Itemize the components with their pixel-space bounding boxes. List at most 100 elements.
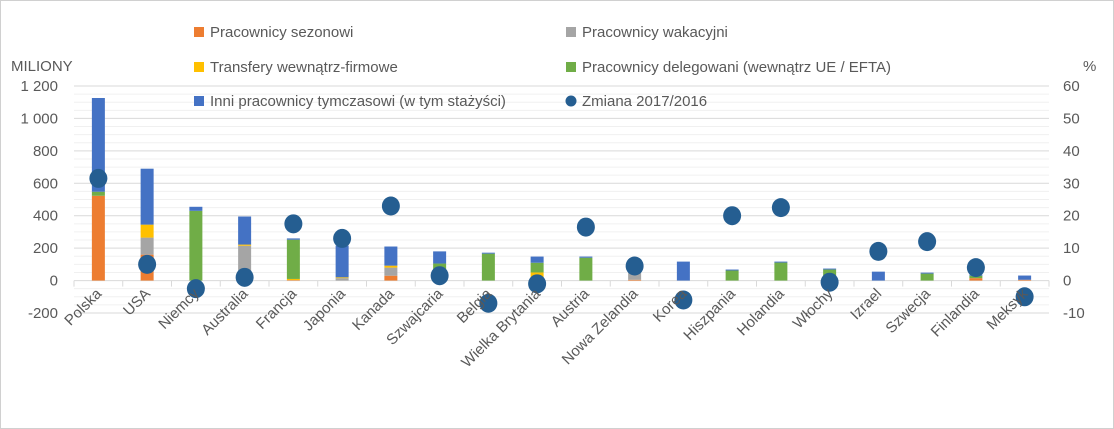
change-point	[723, 206, 742, 226]
legend-label: Pracownicy sezonowi	[210, 24, 353, 41]
bar-segment	[238, 216, 252, 245]
change-point	[674, 290, 693, 310]
bar-segment	[91, 191, 105, 196]
bar-segment	[1018, 275, 1032, 280]
bar-segment	[433, 251, 447, 264]
bar-segment	[871, 271, 885, 281]
change-point	[333, 228, 352, 248]
bar-segment	[140, 168, 154, 225]
bar-segment	[189, 210, 203, 281]
x-tick-label: Włochy	[790, 285, 837, 332]
legend-marker	[566, 27, 576, 37]
bar-segment	[189, 206, 203, 211]
change-point	[381, 196, 400, 216]
change-point	[771, 198, 790, 218]
y2-tick-label: 10	[1063, 240, 1080, 257]
legend-label: Inni pracownicy tymczasowi (w tym stażyś…	[210, 93, 506, 110]
bar-segment	[384, 265, 398, 268]
y-tick-label: 400	[33, 208, 58, 225]
x-tick-label: Szwecja	[882, 285, 934, 337]
legend-label: Pracownicy delegowani (wewnątrz UE / EFT…	[582, 59, 891, 76]
y2-tick-label: 30	[1063, 175, 1080, 192]
y-tick-label: 800	[33, 143, 58, 160]
bar-segment	[920, 273, 934, 281]
bar-segment	[384, 246, 398, 266]
bar-segment	[725, 269, 739, 271]
bar-segment	[286, 278, 300, 281]
x-tick-label: Kanada	[349, 285, 398, 334]
legend-marker	[565, 95, 577, 107]
y-tick-label: 1 200	[20, 78, 58, 95]
x-tick-label: Holandia	[734, 285, 788, 339]
bar-segment	[91, 97, 105, 192]
change-point	[235, 267, 254, 287]
x-tick-label: Polska	[61, 285, 105, 329]
y2-tick-label: 50	[1063, 110, 1080, 127]
y2-tick-label: 60	[1063, 78, 1080, 95]
bar-segment	[530, 262, 544, 273]
bar-segment	[676, 261, 690, 281]
bar-segment	[140, 237, 154, 255]
bar-segment	[238, 244, 252, 246]
bar-segment	[335, 245, 349, 278]
bar-segment	[91, 195, 105, 281]
bar-segment	[579, 257, 593, 281]
bar-segment	[725, 270, 739, 281]
y2-tick-label: 40	[1063, 143, 1080, 160]
bar-segment	[920, 272, 934, 274]
y2-axis-label: %	[1083, 58, 1096, 75]
change-point	[284, 214, 303, 234]
change-point	[138, 254, 157, 274]
legend-marker	[566, 62, 576, 72]
bar-segment	[140, 224, 154, 238]
bar-segment	[481, 253, 495, 281]
legend-marker	[194, 96, 204, 106]
bar-segment	[628, 279, 642, 281]
bar-segment	[384, 275, 398, 281]
bar-segment	[286, 238, 300, 240]
x-tick-label: Niemcy	[155, 285, 203, 333]
legend-label: Zmiana 2017/2016	[582, 93, 707, 110]
y-tick-label: 1 000	[20, 110, 58, 127]
change-point	[186, 279, 205, 299]
bar-segment	[481, 252, 495, 254]
bar-segment	[530, 256, 544, 263]
legend-label: Transfery wewnątrz-firmowe	[210, 59, 398, 76]
x-tick-label: Meksyk	[983, 285, 1031, 333]
y2-tick-label: 20	[1063, 208, 1080, 225]
change-point	[966, 258, 985, 278]
change-point	[820, 272, 839, 292]
y-tick-label: 200	[33, 240, 58, 257]
change-point	[869, 241, 888, 261]
y2-tick-label: -10	[1063, 305, 1085, 322]
x-tick-label: Austria	[548, 285, 593, 330]
change-point	[1015, 287, 1034, 307]
change-point	[430, 266, 449, 286]
x-tick-label: Australia	[198, 285, 252, 339]
legend-marker	[194, 27, 204, 37]
change-point	[576, 217, 595, 237]
change-point	[479, 293, 498, 313]
x-tick-label: Izrael	[847, 285, 885, 323]
y-tick-label: -200	[28, 305, 58, 322]
change-point	[625, 256, 644, 276]
bar-segment	[774, 262, 788, 281]
bar-segment	[286, 239, 300, 279]
bar-segment	[774, 261, 788, 263]
bar-segment	[335, 278, 349, 281]
y-tick-label: 600	[33, 175, 58, 192]
bar-segment	[384, 267, 398, 276]
bar-segment	[579, 256, 593, 258]
bar-segment	[969, 278, 983, 281]
y-axis-label: MILIONY	[11, 58, 73, 75]
legend-marker	[194, 62, 204, 72]
change-point	[89, 168, 108, 188]
y2-tick-label: 0	[1063, 273, 1071, 290]
y-tick-label: 0	[50, 273, 58, 290]
bar-segment	[823, 268, 837, 270]
change-point	[918, 232, 937, 252]
change-point	[528, 274, 547, 294]
x-tick-label: USA	[120, 285, 154, 319]
